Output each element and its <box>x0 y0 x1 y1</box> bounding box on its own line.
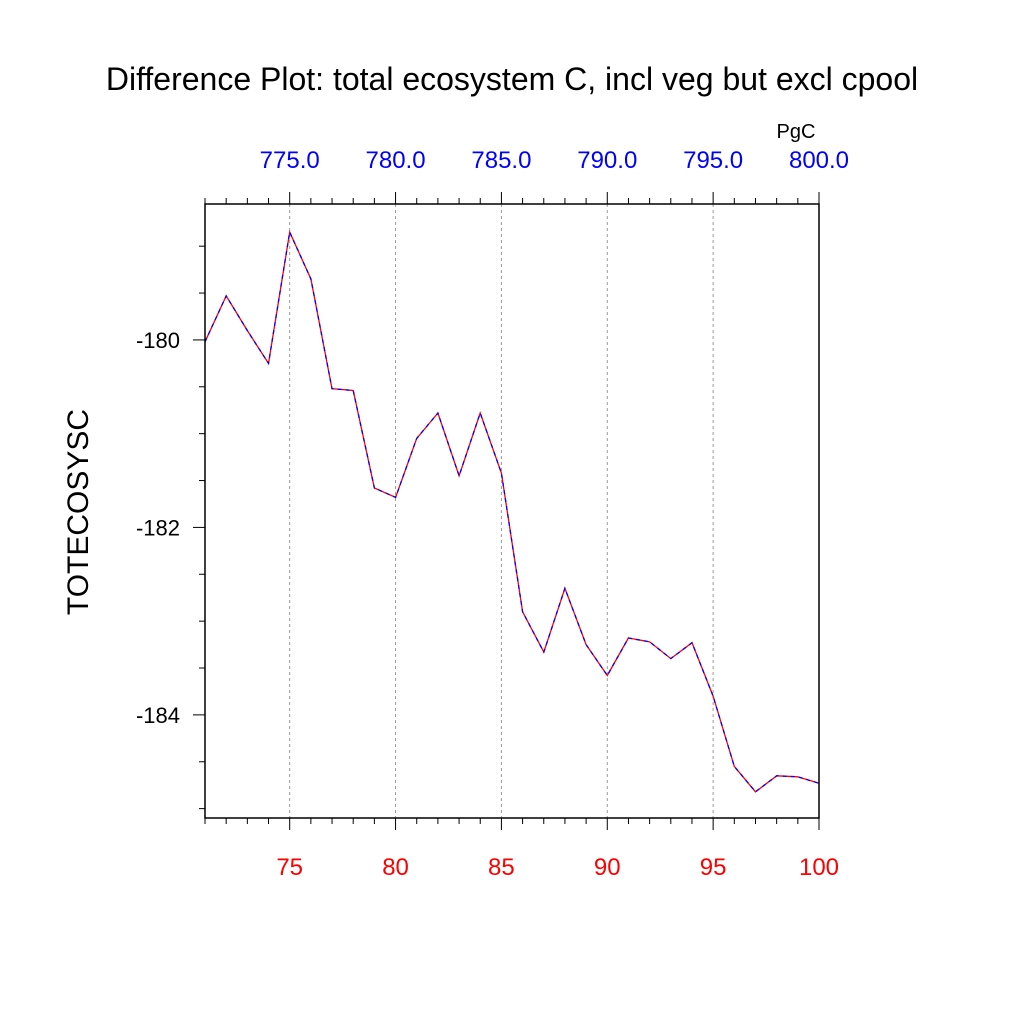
x-tick-label: 80 <box>382 854 409 881</box>
x-tick-label: 85 <box>488 854 515 881</box>
y-tick-label: -180 <box>136 328 180 353</box>
top-tick-label: 780.0 <box>366 147 426 174</box>
x-tick-label: 90 <box>594 854 621 881</box>
x-tick-label: 95 <box>700 854 727 881</box>
top-tick-label: 790.0 <box>577 147 637 174</box>
x-tick-label: 75 <box>276 854 303 881</box>
plot-frame <box>204 203 820 819</box>
x-gridlines <box>289 204 714 818</box>
series-line-red <box>204 229 820 793</box>
x-tick-label: 100 <box>799 854 839 881</box>
series-line-blue <box>204 229 820 793</box>
tick-labels: 75 80 85 90 95 100 775.0 780.0 785.0 790.0 795.0 80… <box>136 147 849 881</box>
y-axis-label: TOTECOSYSC <box>62 409 95 615</box>
axis-ticks <box>193 192 820 830</box>
y-tick-label: -184 <box>136 703 180 728</box>
top-tick-label: 785.0 <box>471 147 531 174</box>
top-axis-units: PgC <box>777 121 816 143</box>
series-lines <box>204 229 820 793</box>
y-tick-label: -182 <box>136 515 180 540</box>
top-tick-label: 795.0 <box>683 147 743 174</box>
top-tick-label: 800.0 <box>789 147 849 174</box>
top-tick-label: 775.0 <box>260 147 320 174</box>
chart-title: Difference Plot: total ecosystem C, incl… <box>106 61 918 97</box>
